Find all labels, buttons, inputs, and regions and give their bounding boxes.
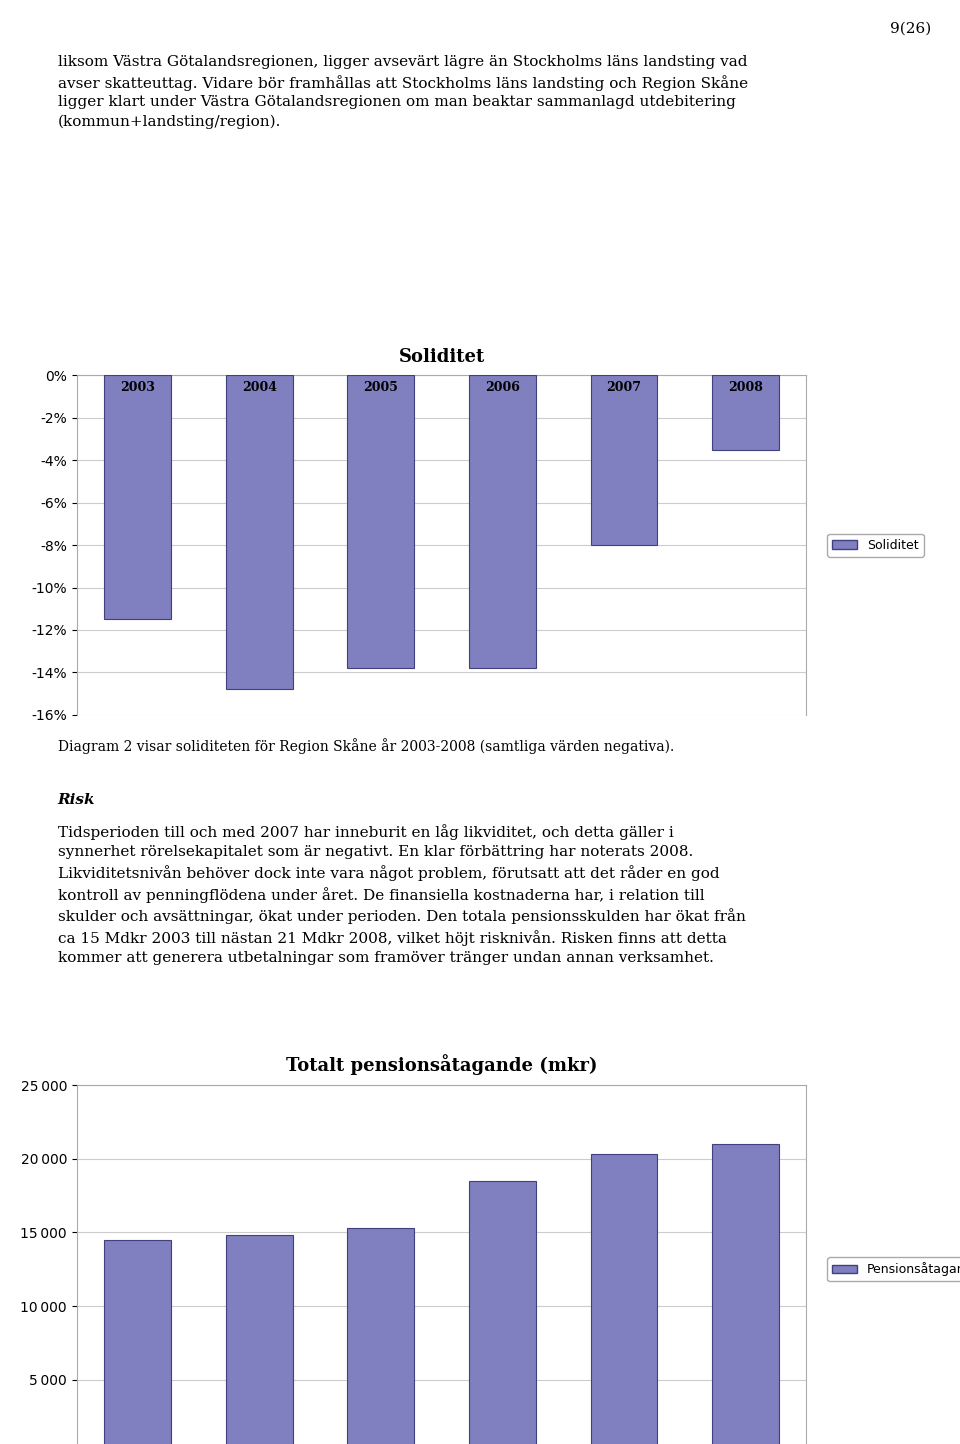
Text: 2005: 2005 — [364, 381, 398, 394]
Bar — [104, 375, 171, 619]
Text: 2004: 2004 — [242, 381, 276, 394]
Bar — [348, 1227, 415, 1444]
Bar — [712, 375, 780, 449]
Text: 2008: 2008 — [729, 381, 763, 394]
Title: Totalt pensionsåtagande (mkr): Totalt pensionsåtagande (mkr) — [286, 1054, 597, 1076]
Bar — [104, 1240, 171, 1444]
Text: Tidsperioden till och med 2007 har inneburit en låg likviditet, och detta gäller: Tidsperioden till och med 2007 har inneb… — [58, 825, 746, 965]
Text: 2003: 2003 — [120, 381, 155, 394]
Bar — [712, 1144, 780, 1444]
Text: liksom Västra Götalandsregionen, ligger avsevärt lägre än Stockholms läns landst: liksom Västra Götalandsregionen, ligger … — [58, 55, 748, 129]
Legend: Soliditet: Soliditet — [828, 534, 924, 556]
Text: 2007: 2007 — [607, 381, 641, 394]
Text: 2006: 2006 — [485, 381, 519, 394]
Bar — [226, 375, 293, 689]
Text: Diagram 2 visar soliditeten för Region Skåne år 2003-2008 (samtliga värden negat: Diagram 2 visar soliditeten för Region S… — [58, 738, 674, 754]
Title: Soliditet: Soliditet — [398, 348, 485, 365]
Text: Risk: Risk — [58, 793, 95, 807]
Bar — [469, 375, 536, 669]
Text: 9(26): 9(26) — [890, 22, 931, 36]
Bar — [590, 375, 658, 546]
Bar — [469, 1181, 536, 1444]
Bar — [590, 1154, 658, 1444]
Bar — [348, 375, 415, 669]
Bar — [226, 1236, 293, 1444]
Legend: Pensionsåtagande: Pensionsåtagande — [828, 1258, 960, 1281]
